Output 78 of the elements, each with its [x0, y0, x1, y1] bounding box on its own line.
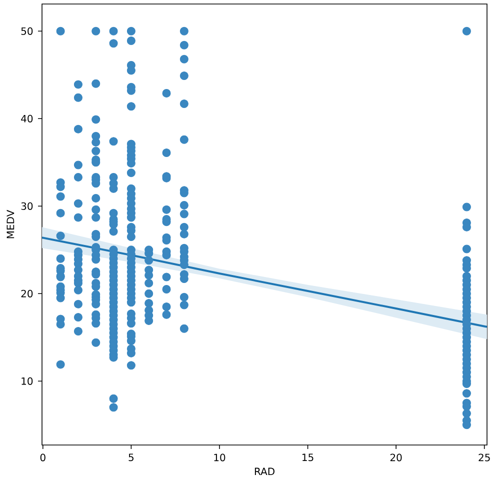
point	[92, 194, 100, 203]
point	[144, 278, 154, 288]
point	[162, 272, 171, 282]
point	[92, 115, 100, 124]
point	[74, 80, 82, 89]
point	[180, 210, 188, 218]
point	[180, 222, 188, 232]
point	[126, 361, 136, 370]
point	[162, 148, 171, 158]
point	[92, 205, 100, 214]
point	[180, 26, 188, 36]
point	[74, 326, 82, 336]
point	[180, 54, 188, 64]
point	[162, 310, 171, 319]
x-tick-label: 10	[214, 454, 226, 462]
point	[180, 292, 188, 302]
point	[180, 230, 188, 238]
point	[74, 300, 82, 308]
point	[92, 338, 100, 347]
point	[74, 312, 82, 322]
point	[109, 137, 118, 146]
point	[109, 403, 118, 412]
point	[126, 168, 136, 178]
y-tick-label: 50	[21, 27, 33, 35]
x-tick-label: 15	[302, 454, 314, 462]
point	[180, 300, 188, 310]
point	[74, 93, 82, 102]
x-tick-label: 20	[390, 454, 402, 462]
point	[180, 40, 188, 50]
point	[144, 289, 154, 298]
point	[74, 160, 82, 170]
point	[162, 205, 171, 214]
y-tick-label: 40	[21, 114, 33, 122]
y-tick-label: 10	[22, 377, 33, 385]
point	[144, 256, 154, 265]
y-axis-title: MEDV	[6, 210, 14, 238]
point	[56, 26, 65, 36]
point	[180, 71, 188, 80]
point	[180, 99, 188, 108]
point	[109, 394, 118, 403]
point	[109, 227, 118, 236]
x-tick-label: 0	[40, 454, 46, 462]
x-tick-label: 25	[478, 454, 490, 462]
point	[180, 135, 188, 144]
point	[56, 192, 65, 201]
y-tick-label: 30	[21, 202, 33, 210]
point	[74, 213, 82, 222]
point	[109, 39, 118, 48]
point	[92, 146, 100, 156]
point	[462, 389, 471, 398]
x-axis-title: RAD	[254, 468, 274, 476]
point	[56, 208, 65, 218]
point	[74, 124, 82, 134]
point	[462, 244, 471, 254]
x-tick-label: 5	[128, 454, 134, 462]
line-series	[42, 236, 488, 328]
point	[109, 26, 118, 36]
point	[126, 102, 136, 111]
point	[462, 409, 471, 418]
point	[162, 302, 171, 312]
point	[56, 254, 65, 263]
point	[162, 88, 171, 98]
point	[56, 360, 65, 369]
point	[180, 324, 188, 333]
point	[74, 172, 82, 182]
point	[92, 26, 100, 36]
point	[74, 286, 82, 294]
point	[162, 284, 171, 294]
point	[180, 200, 188, 210]
point	[74, 199, 82, 208]
point	[462, 202, 471, 212]
point	[56, 232, 65, 240]
point	[462, 26, 471, 36]
point	[126, 36, 136, 46]
point	[126, 26, 136, 36]
y-tick-label: 20	[21, 290, 33, 298]
point	[92, 79, 100, 88]
point	[92, 213, 100, 222]
